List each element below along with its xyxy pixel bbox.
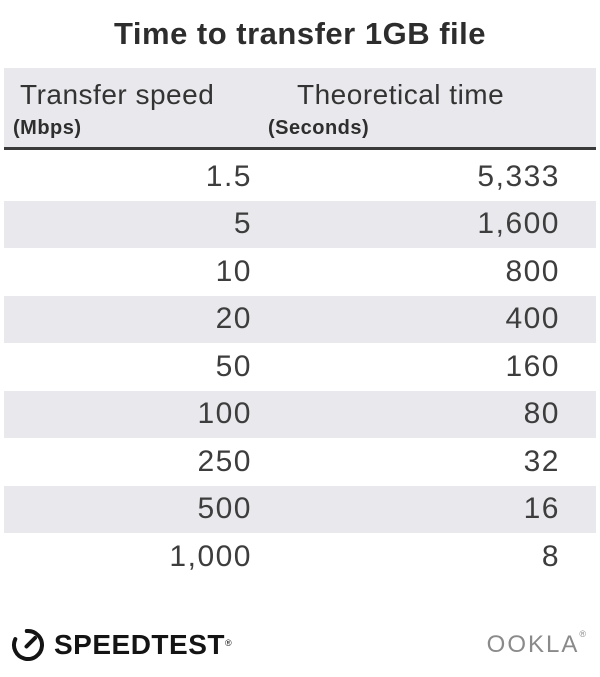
column-header-theoretical-time: Theoretical time (Seconds) [264,68,596,147]
speed-value: 1,000 [169,539,252,573]
time-value: 32 [523,444,560,478]
table-row: 250 32 [4,438,596,486]
speedtest-wordmark: SPEEDTEST [54,629,225,660]
column-unit: (Mbps) [13,117,82,139]
table-row: 50 160 [4,343,596,391]
table-row: 5 1,600 [4,200,596,248]
speed-value: 20 [215,302,252,336]
table-row: 1.5 5,333 [4,153,596,201]
time-value: 16 [523,492,560,526]
column-unit: (Seconds) [268,117,370,139]
time-value: 80 [523,397,560,431]
speedtest-logo: SPEEDTEST ® [10,627,232,663]
ookla-wordmark: OOKLA [486,631,580,658]
table-row: 20 400 [4,295,596,343]
time-value: 8 [541,539,560,573]
registered-trademark-icon: ® [224,638,232,648]
speed-value: 50 [215,349,252,383]
time-value: 160 [505,349,560,383]
speed-value: 250 [197,444,252,478]
table-row: 10 800 [4,248,596,296]
time-value: 1,600 [477,207,560,241]
column-label: Transfer speed [20,79,215,110]
time-value: 400 [505,302,560,336]
speedtest-gauge-icon [12,629,44,661]
column-header-transfer-speed: Transfer speed (Mbps) [4,68,264,147]
speed-value: 100 [197,397,252,431]
table-body: 1.5 5,333 5 1,600 10 800 20 400 50 160 1… [4,153,596,581]
speed-value: 1.5 [205,159,252,193]
footer: SPEEDTEST ® OOKLA® [10,622,586,668]
table-row: 500 16 [4,485,596,533]
table-row: 1,000 8 [4,533,596,581]
page-title: Time to transfer 1GB file [114,16,486,51]
registered-trademark-icon: ® [579,629,586,639]
column-label: Theoretical time [297,79,505,110]
time-value: 800 [505,254,560,288]
table-row: 100 80 [4,390,596,438]
speed-value: 10 [215,254,252,288]
speed-value: 500 [197,492,252,526]
table-header: Transfer speed (Mbps) Theoretical time (… [4,68,596,150]
time-value: 5,333 [477,159,560,193]
ookla-logo: OOKLA® [486,629,586,659]
speed-value: 5 [233,207,252,241]
